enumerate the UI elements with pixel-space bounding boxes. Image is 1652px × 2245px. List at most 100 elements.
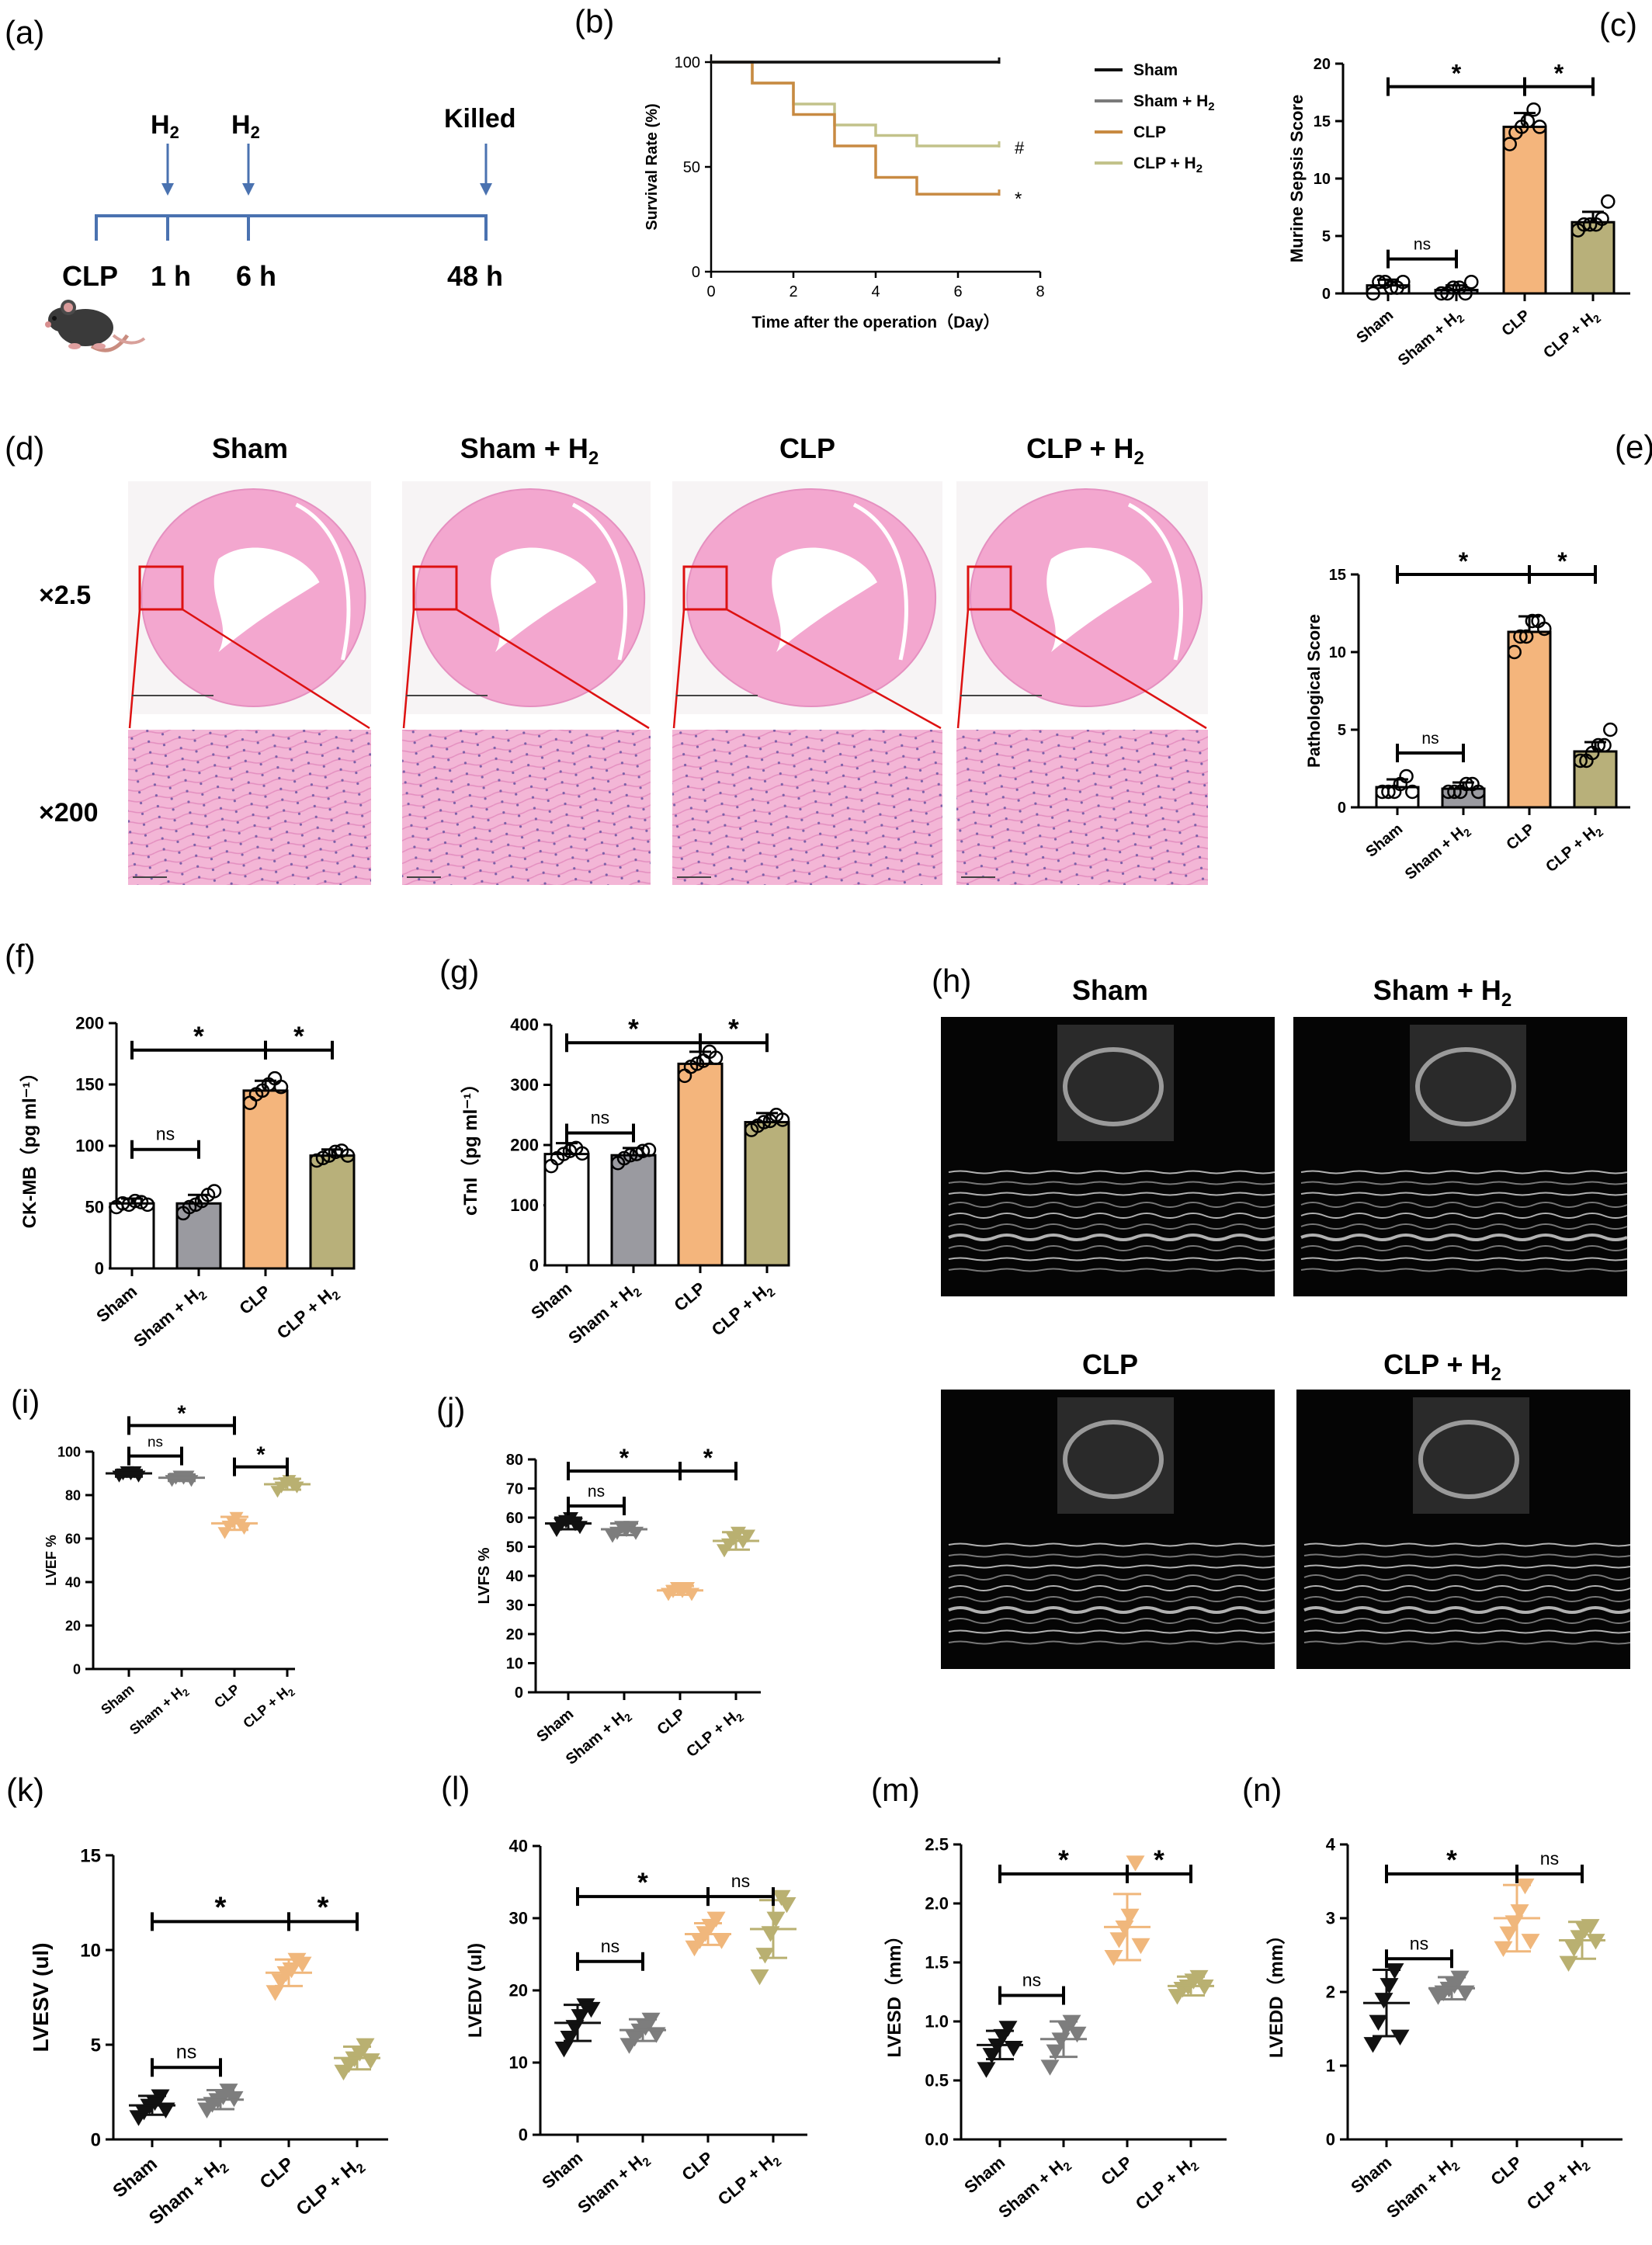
point-0-3: [1380, 1978, 1399, 1994]
arrow-48h: [480, 144, 492, 196]
y-axis-label: LVFS %: [476, 1547, 493, 1604]
point-0-1: [1381, 784, 1396, 800]
y-tick-label-1: 5: [1322, 228, 1331, 245]
significance-label-2: ns: [591, 1108, 609, 1128]
point-1-4: [1458, 286, 1473, 301]
mmode-trace-2-1: [948, 1553, 1275, 1558]
x-tick-label-1: Sham + H2: [1402, 821, 1473, 885]
y-tick-label-3: 60: [65, 1531, 81, 1546]
significance-label-0: *: [1446, 1845, 1457, 1875]
point-1-1: [182, 1199, 197, 1215]
point-2-1: [1513, 629, 1528, 644]
mmode-trace-1-5: [1300, 1223, 1628, 1230]
y-tick-label-2: 20: [506, 1626, 523, 1643]
panel-letter-b: (b): [574, 3, 614, 40]
y-tick-label-5: 100: [57, 1444, 81, 1459]
x-tick-label-0: Sham: [1362, 821, 1406, 861]
point-1-2: [623, 1147, 638, 1163]
chart-b-survival: (b) 0 50 100 0 2 4 6 8 Survival Rate (%) Time afte…: [574, 3, 1215, 331]
y-tick-label-2: 10: [80, 1940, 101, 1961]
point-2-2: [1518, 629, 1534, 644]
rv-lumen-2: [852, 502, 908, 661]
point-1-5: [1067, 2026, 1087, 2043]
zoom-box-1: [412, 565, 458, 611]
y-tick-label-4: 2.0: [925, 1894, 949, 1914]
point-1-5: [1464, 274, 1479, 290]
point-2-1: [1499, 1926, 1518, 1942]
point-3-5: [361, 2053, 380, 2070]
y-tick-label-0: 0: [73, 1661, 81, 1677]
significance-label-2: ns: [1414, 236, 1431, 254]
point-0-3: [571, 2009, 590, 2025]
ventricle-lumen-0: [213, 547, 320, 652]
point-3-5: [775, 1112, 790, 1127]
significance-label-0: *: [628, 1014, 639, 1044]
zoom-line-right-0: [182, 608, 370, 730]
point-0-4: [1385, 1963, 1404, 1980]
mmode-trace-1-0: [1300, 1170, 1628, 1175]
x-tick-label-0: Sham: [92, 1282, 141, 1327]
x-tick-label-2: CLP: [1097, 2153, 1136, 2189]
mmode-trace-1-3: [1300, 1202, 1628, 1208]
y-tick-label-5: 2.5: [925, 1835, 949, 1855]
x-tick-label-3: CLP + H2: [708, 1279, 778, 1342]
significance-label-2: ns: [156, 1124, 175, 1144]
point-1-4: [1062, 2014, 1081, 2031]
panel-a-timeline: (a) H2 H2 Killed CLP 1 h 6 h 48 h: [5, 14, 516, 352]
y-tick-label-3: 15: [1329, 567, 1346, 584]
point-2-5: [273, 1079, 289, 1095]
x-tick-label-0: 0: [706, 283, 715, 300]
point-1-5: [206, 1184, 222, 1199]
y-tick-label-2: 1.0: [925, 2012, 949, 2032]
significance-label-0: *: [1058, 1845, 1069, 1875]
point-1-5: [1471, 784, 1486, 800]
mmode-trace-2-9: [948, 1640, 1275, 1645]
point-3-4: [1189, 1969, 1209, 1986]
zoom-line-right-1: [456, 608, 650, 730]
ventricle-lumen-1: [491, 547, 596, 652]
point-0-4: [151, 2089, 170, 2105]
echo-images: [941, 1017, 1631, 1669]
point-2-1: [1109, 1932, 1129, 1948]
point-2-4: [706, 1911, 726, 1928]
y-tick-label-0: 0: [1326, 2130, 1335, 2150]
point-1-4: [1450, 1970, 1470, 1986]
point-3-3: [328, 1144, 343, 1160]
significance-label-0: *: [1452, 60, 1462, 88]
significance-hash: #: [1015, 138, 1025, 158]
bar-1: [175, 1202, 222, 1270]
x-tick-label-1: Sham + H2: [145, 2153, 231, 2231]
x-tick-label-2: CLP: [1487, 2153, 1525, 2189]
x-tick-label-0: Sham: [109, 2153, 161, 2202]
x-tick-label-0: Sham: [527, 1279, 575, 1324]
legend-entry-1: Sham + H2: [1133, 92, 1215, 113]
panel-letter-g: (g): [439, 953, 479, 990]
mmode-trace-2-8: [948, 1629, 1275, 1634]
echo-bmode-ventricle-2: [1063, 1420, 1164, 1499]
panel-letter-k: (k): [6, 1771, 44, 1808]
mmode-trace-0-2: [948, 1192, 1275, 1196]
panel-d-histology: (d) Sham Sham + H2 CLP CLP + H2 ×2.5 ×20…: [5, 430, 1208, 885]
y-tick-label-4: 4: [1326, 1835, 1336, 1855]
point-0-5: [1004, 2041, 1023, 2057]
mmode-trace-2-7: [948, 1618, 1275, 1624]
panel-letter-d: (d): [5, 430, 44, 467]
mmode-trace-1-6: [1300, 1234, 1628, 1241]
y-tick-label-8: 80: [506, 1452, 523, 1469]
point-1-3: [1459, 776, 1474, 792]
y-tick-label-1: 5: [1338, 722, 1346, 739]
x-tick-label-0: Sham: [1353, 307, 1397, 347]
x-tick-label-2: CLP: [235, 1282, 274, 1318]
y-tick-label-2: 20: [509, 1981, 528, 2000]
zoom-line-left-3: [956, 609, 970, 729]
mmode-trace-3-4: [1303, 1585, 1631, 1591]
x-tick-label-3: CLP + H2: [240, 1681, 297, 1733]
y-axis-label: LVEDD（mm）: [1266, 1926, 1287, 2058]
point-1-4: [635, 1143, 651, 1158]
x-tick-label-0: Sham: [98, 1681, 137, 1718]
x-tick-label-3: CLP + H2: [683, 1705, 746, 1763]
high-mag-image-0: [128, 730, 371, 885]
y-tick-label-4: 40: [506, 1568, 523, 1585]
point-2-0: [1494, 1941, 1513, 1957]
